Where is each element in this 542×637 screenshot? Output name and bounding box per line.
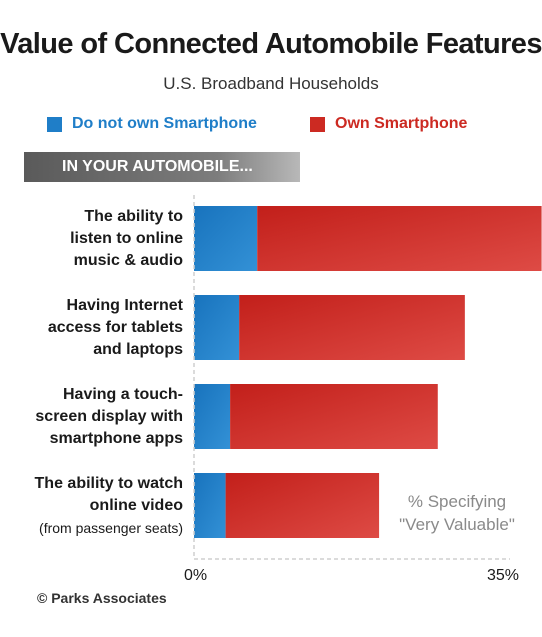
bar-no-smartphone-4 — [194, 473, 226, 538]
chart-title: Value of Connected Automobile Features — [0, 28, 542, 60]
bar-own-smartphone-4 — [225, 473, 380, 538]
legend-swatch-blue — [47, 116, 62, 132]
category-label-subtext: (from passenger seats) — [39, 519, 183, 536]
value-note-line2: "Very Valuable" — [399, 515, 515, 534]
bar-no-smartphone-1 — [194, 206, 258, 271]
value-note-line1: % Specifying — [407, 492, 507, 511]
category-label-line: and laptops — [93, 340, 183, 358]
bar-no-smartphone-3 — [194, 384, 231, 449]
category-label-line: The ability to watch — [34, 474, 183, 492]
category-label-2: Having Internet access for tablets and lap… — [0, 295, 183, 361]
category-label-line: access for tablets — [47, 318, 183, 336]
category-label-line: Having Internet — [66, 296, 183, 314]
legend-item-no-smartphone: Do not own Smartphone — [47, 114, 257, 134]
bar-own-smartphone-3 — [230, 384, 438, 449]
legend-item-own-smartphone: Own Smartphone — [310, 114, 467, 134]
category-label-line: The ability to — [84, 207, 183, 225]
bars-layer — [194, 206, 542, 538]
category-label-3: Having a touch-screen display with smartp… — [0, 384, 183, 450]
category-label-line: listen to online — [70, 229, 183, 247]
bar-own-smartphone-1 — [257, 206, 542, 271]
category-label-4: The ability to watch online video (from pa… — [0, 473, 183, 539]
category-label-line: screen display with — [35, 407, 183, 425]
x-tick-label-max: 35% — [487, 567, 520, 584]
bar-no-smartphone-2 — [194, 295, 240, 360]
category-label-1: The ability to listen to online music & au… — [0, 206, 183, 272]
legend-label-no-smartphone: Do not own Smartphone — [72, 115, 257, 132]
category-label-line: Having a touch- — [62, 385, 183, 403]
section-banner-label: IN YOUR AUTOMOBILE... — [62, 158, 253, 175]
value-note: % Specifying "Very Valuable" — [382, 490, 532, 536]
copyright-text: © Parks Associates — [37, 590, 167, 606]
chart-subtitle: U.S. Broadband Households — [163, 74, 379, 93]
legend-label-own-smartphone: Own Smartphone — [335, 115, 468, 132]
category-label-line: smartphone apps — [49, 429, 183, 447]
section-banner: IN YOUR AUTOMOBILE... — [24, 152, 300, 182]
category-label-line: music & audio — [73, 251, 183, 269]
x-tick-label-min: 0% — [184, 567, 208, 584]
category-label-line: online video — [89, 496, 183, 514]
legend-swatch-red — [310, 116, 325, 132]
bar-own-smartphone-2 — [239, 295, 465, 360]
